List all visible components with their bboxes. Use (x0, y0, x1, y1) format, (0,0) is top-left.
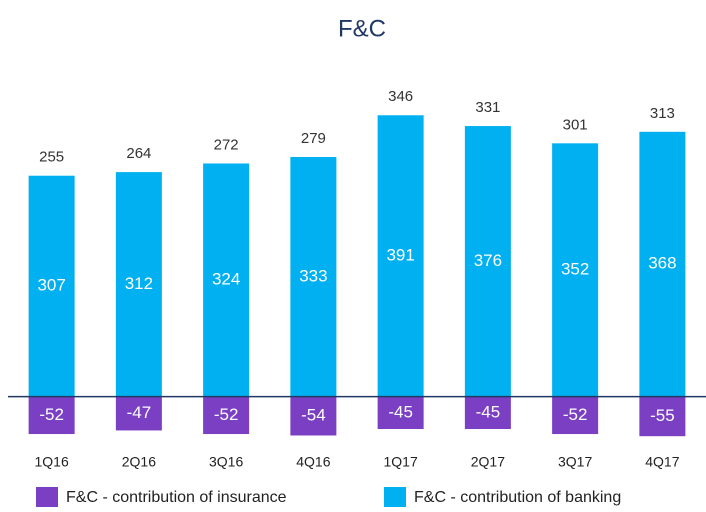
bar-segment (552, 143, 599, 397)
total-label: 255 (39, 149, 64, 166)
legend-label: F&C - contribution of insurance (66, 489, 287, 506)
bar-segment (203, 163, 250, 397)
legend-swatch (384, 487, 406, 507)
bar-segment (115, 396, 162, 431)
x-tick-label: 4Q17 (645, 454, 679, 470)
segment-label: 333 (299, 266, 327, 285)
segment-label: -52 (563, 405, 588, 424)
bar-segment (639, 396, 686, 437)
bar-segment (28, 175, 75, 397)
x-tick-label: 1Q16 (35, 454, 69, 470)
x-tick-label: 3Q16 (209, 454, 243, 470)
segment-label: 307 (37, 276, 65, 295)
bar-segment (464, 126, 511, 397)
segment-label: -54 (301, 406, 326, 425)
segment-label: -52 (39, 405, 64, 424)
x-tick-label: 2Q17 (471, 454, 505, 470)
total-label: 331 (475, 99, 500, 116)
total-label: 346 (388, 88, 413, 105)
total-label: 264 (126, 145, 151, 162)
total-label: 272 (214, 136, 239, 153)
bar-segment (203, 396, 250, 435)
bar-segment (115, 172, 162, 397)
segment-label: -45 (388, 402, 413, 421)
bar-segment (377, 396, 424, 430)
x-tick-label: 3Q17 (558, 454, 592, 470)
total-label: 301 (563, 116, 588, 133)
segment-label: 368 (648, 254, 676, 273)
bar-segment (639, 131, 686, 397)
bar-segment (290, 156, 337, 397)
segment-label: 376 (474, 251, 502, 270)
x-tick-label: 1Q17 (384, 454, 418, 470)
bar-segment (28, 396, 75, 435)
segment-label: 391 (386, 245, 414, 264)
legend-label: F&C - contribution of banking (414, 489, 621, 506)
segment-label: -52 (214, 405, 239, 424)
segment-label: 312 (125, 274, 153, 293)
total-label: 279 (301, 130, 326, 147)
segment-label: 352 (561, 259, 589, 278)
segment-label: -55 (650, 406, 675, 425)
legend-swatch (36, 487, 58, 507)
x-tick-label: 4Q16 (296, 454, 330, 470)
bar-segment (377, 115, 424, 397)
bar-segment (552, 396, 599, 435)
total-label: 313 (650, 105, 675, 122)
x-tick-label: 2Q16 (122, 454, 156, 470)
segment-label: -47 (127, 403, 152, 422)
chart-title: F&C (338, 15, 386, 42)
segment-label: 324 (212, 270, 240, 289)
bar-segment (290, 396, 337, 436)
bar-segment (464, 396, 511, 430)
segment-label: -45 (476, 402, 501, 421)
